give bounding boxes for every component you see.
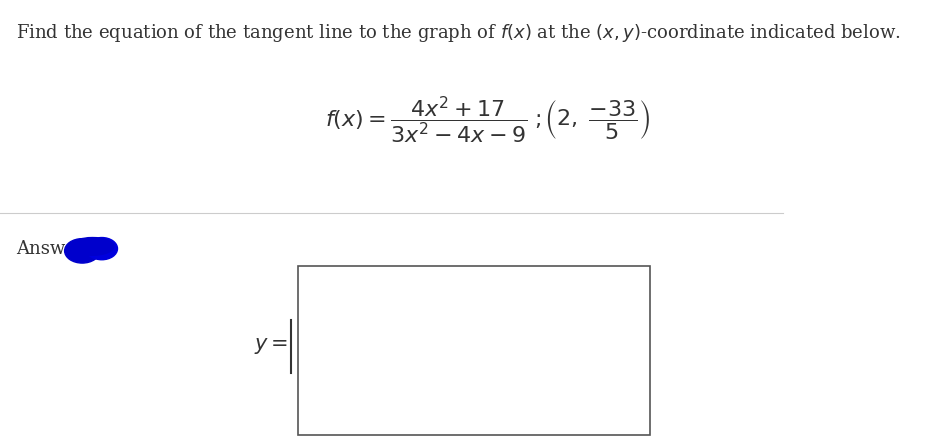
Ellipse shape [86, 238, 118, 260]
Text: $f(x) = \dfrac{4x^2 + 17}{3x^2 - 4x - 9}$: $f(x) = \dfrac{4x^2 + 17}{3x^2 - 4x - 9}… [325, 94, 528, 146]
Text: Find the equation of the tangent line to the graph of $f(x)$ at the $(x, y)$-coo: Find the equation of the tangent line to… [16, 22, 901, 44]
Text: Answer: Answer [16, 240, 84, 258]
FancyBboxPatch shape [298, 266, 650, 435]
Ellipse shape [64, 239, 100, 263]
Text: $;$: $;$ [534, 109, 541, 131]
Text: $y = $: $y = $ [254, 336, 288, 357]
Ellipse shape [71, 238, 114, 255]
Text: $\left(2,\ \dfrac{-33}{5}\right)$: $\left(2,\ \dfrac{-33}{5}\right)$ [544, 99, 651, 141]
